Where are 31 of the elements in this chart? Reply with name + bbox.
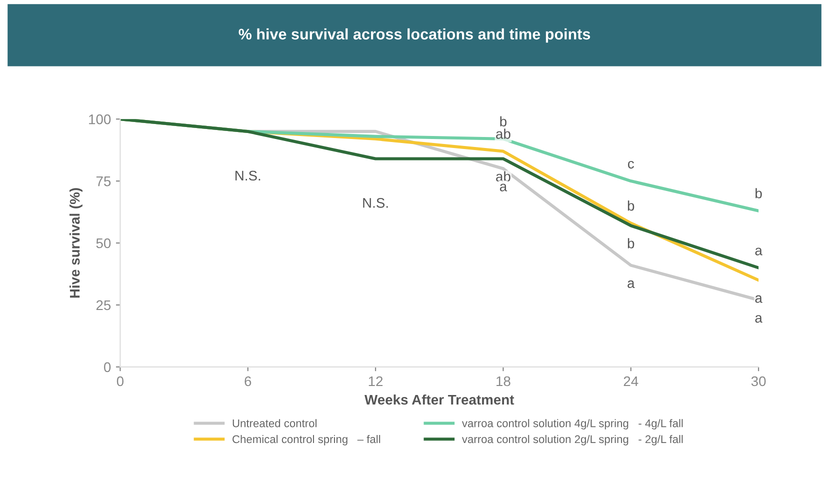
annotation: ab xyxy=(496,128,510,139)
x-tick-label: 24 xyxy=(624,376,638,386)
annotation: N.S. xyxy=(236,170,260,181)
y-tick-label: 50 xyxy=(96,238,111,248)
x-tick-label: 12 xyxy=(368,376,383,386)
x-axis-title: Weeks After Treatment xyxy=(364,394,514,405)
y-axis-title: Hive survival (%) xyxy=(70,188,82,298)
annotation: b xyxy=(628,238,634,248)
chart-title: % hive survival across locations and time points xyxy=(238,28,590,43)
annotation: b xyxy=(500,116,506,126)
annotation: b xyxy=(756,188,762,198)
y-tick-label: 75 xyxy=(96,176,111,186)
x-tick-label: 18 xyxy=(496,376,510,386)
legend-label: Chemical control spring – fall xyxy=(232,434,380,446)
x-tick-label: 30 xyxy=(751,376,766,386)
legend-label: varroa control solution 4g/L spring - 4g/L fall xyxy=(462,419,683,430)
legend-label: varroa control solution 2g/L spring - 2g/L fall xyxy=(462,434,683,446)
annotation: a xyxy=(628,280,635,288)
annotation: ab xyxy=(496,171,510,182)
annotation: a xyxy=(755,248,762,256)
x-tick-label: 0 xyxy=(116,376,124,386)
y-tick-label: 0 xyxy=(104,362,111,372)
legend-label: Untreated control xyxy=(232,419,316,428)
annotation: a xyxy=(755,315,762,323)
annotation: b xyxy=(628,200,634,211)
annotation: a xyxy=(500,184,508,192)
y-tick-label: 25 xyxy=(96,300,111,310)
annotation: c xyxy=(628,160,634,169)
annotation: N.S. xyxy=(363,198,388,208)
x-tick-label: 6 xyxy=(244,376,252,386)
y-tick-label: 100 xyxy=(89,114,111,124)
